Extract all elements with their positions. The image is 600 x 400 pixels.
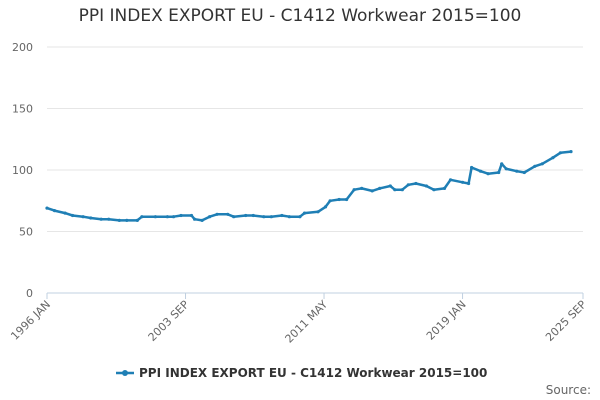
data-point-32 <box>323 205 328 209</box>
data-point-24 <box>251 213 255 218</box>
data-point-41 <box>393 188 397 192</box>
chart-title: PPI INDEX EXPORT EU - C1412 Workwear 201… <box>78 6 522 26</box>
data-point-50 <box>467 181 471 186</box>
data-point-7 <box>107 217 111 221</box>
data-point-53 <box>486 172 490 176</box>
data-point-62 <box>558 151 563 155</box>
data-point-34 <box>337 197 341 202</box>
x-tick-label-3: 2019 JAN <box>424 298 469 343</box>
x-axis <box>46 292 584 299</box>
grid-lines <box>47 46 583 232</box>
y-tick-label-100: 100 <box>12 164 33 177</box>
data-point-57 <box>515 169 519 173</box>
data-point-13 <box>165 215 169 219</box>
data-point-44 <box>414 181 418 186</box>
legend[interactable]: PPI INDEX EXPORT EU - C1412 Workwear 201… <box>116 366 487 380</box>
data-point-2 <box>63 211 67 215</box>
data-point-1 <box>52 209 57 213</box>
x-tick-label-0: 1996 JAN <box>8 298 53 343</box>
data-point-40 <box>388 184 392 188</box>
y-tick-label-50: 50 <box>19 226 33 239</box>
data-point-46 <box>432 188 436 192</box>
data-point-58 <box>522 170 526 175</box>
data-point-21 <box>226 212 230 216</box>
series-layer <box>45 150 573 222</box>
data-point-48 <box>448 178 453 182</box>
data-point-11 <box>140 215 144 219</box>
data-point-8 <box>117 218 121 222</box>
data-point-6 <box>99 217 103 221</box>
y-axis-tick-labels: 0 50 100 150 200 <box>12 41 33 300</box>
legend-label: PPI INDEX EXPORT EU - C1412 Workwear 201… <box>139 366 487 380</box>
data-point-56 <box>504 167 508 171</box>
data-point-37 <box>360 186 364 190</box>
legend-marker-dot <box>122 370 128 376</box>
data-point-26 <box>269 215 273 219</box>
data-point-31 <box>316 210 320 214</box>
data-point-59 <box>533 164 537 168</box>
data-point-27 <box>280 213 284 218</box>
data-point-5 <box>89 216 93 220</box>
data-point-35 <box>345 197 349 202</box>
data-point-36 <box>352 188 356 192</box>
x-axis-tick-labels: 1996 JAN 2003 SEP 2011 MAY 2019 JAN 2025 SEP <box>8 298 589 346</box>
data-point-49 <box>461 180 465 184</box>
x-tick-label-4: 2025 SEP <box>543 298 589 344</box>
data-point-16 <box>189 213 194 218</box>
y-tick-label-200: 200 <box>12 41 33 54</box>
data-point-30 <box>302 211 307 215</box>
data-point-9 <box>125 218 129 222</box>
y-tick-label-150: 150 <box>12 103 33 116</box>
series-line-0 <box>45 150 573 222</box>
data-point-23 <box>244 213 248 218</box>
data-point-4 <box>81 215 85 219</box>
y-tick-label-0: 0 <box>26 287 33 300</box>
data-point-12 <box>153 215 157 219</box>
data-point-60 <box>540 162 544 166</box>
data-point-18 <box>200 218 204 222</box>
data-point-17 <box>193 217 197 221</box>
data-point-33 <box>328 199 332 203</box>
data-point-20 <box>215 212 219 216</box>
data-point-51 <box>470 165 474 170</box>
data-point-3 <box>71 213 75 218</box>
data-point-47 <box>442 186 447 190</box>
data-point-19 <box>208 215 212 219</box>
data-point-25 <box>262 215 266 219</box>
data-point-22 <box>232 215 236 219</box>
data-point-54 <box>497 170 501 175</box>
x-tick-label-2: 2011 MAY <box>283 298 331 346</box>
data-point-61 <box>551 156 555 160</box>
source-label: Source: <box>546 383 591 397</box>
data-point-15 <box>179 213 183 218</box>
data-point-45 <box>424 184 428 188</box>
data-point-10 <box>135 218 139 222</box>
data-point-14 <box>171 215 176 219</box>
data-point-52 <box>479 169 483 173</box>
data-point-29 <box>298 215 302 219</box>
data-point-39 <box>378 186 382 190</box>
data-point-42 <box>400 188 404 192</box>
data-point-43 <box>406 183 410 187</box>
data-point-63 <box>569 150 573 154</box>
x-tick-label-1: 2003 SEP <box>146 298 192 344</box>
data-point-38 <box>370 189 374 193</box>
data-point-55 <box>500 162 504 166</box>
data-point-0 <box>45 206 49 210</box>
data-point-28 <box>287 215 291 219</box>
